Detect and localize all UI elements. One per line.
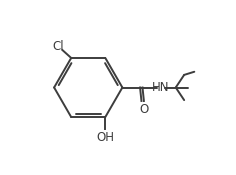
Text: Cl: Cl <box>53 40 64 52</box>
Text: OH: OH <box>96 131 114 144</box>
Text: O: O <box>139 103 148 116</box>
Text: HN: HN <box>152 81 170 94</box>
